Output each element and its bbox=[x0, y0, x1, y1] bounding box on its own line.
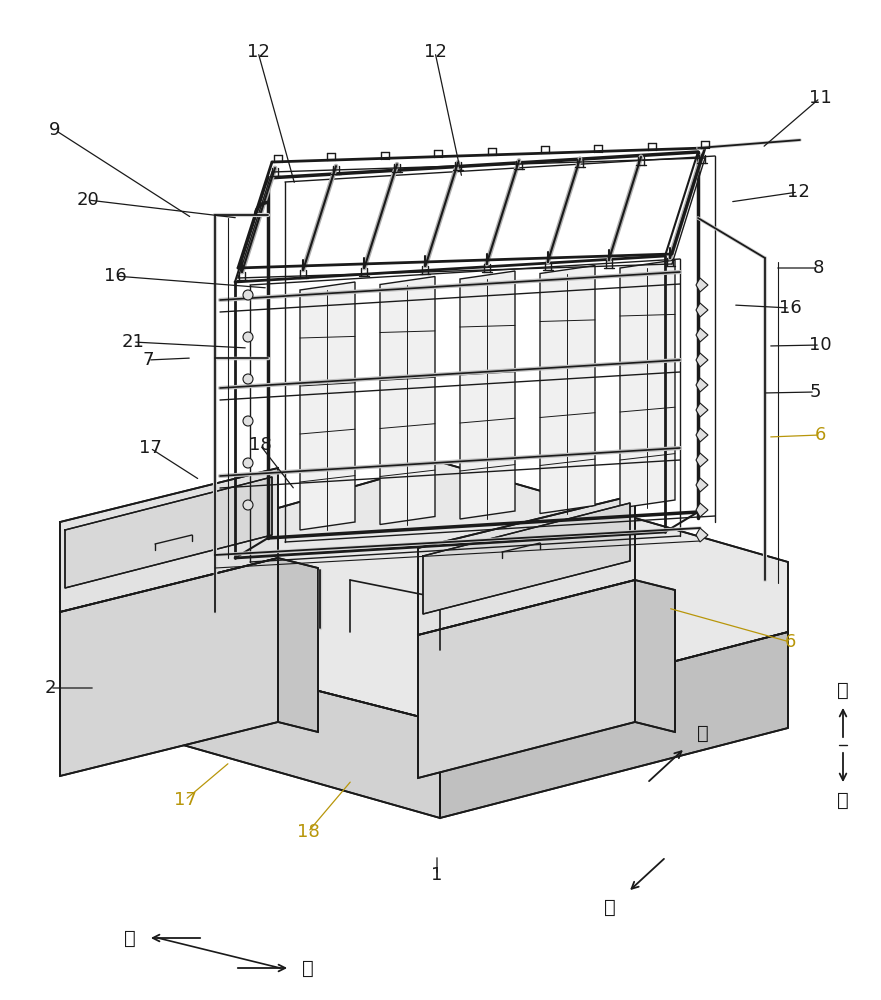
Text: 右: 右 bbox=[302, 958, 314, 978]
Polygon shape bbox=[696, 453, 708, 467]
Text: 12: 12 bbox=[424, 43, 447, 61]
Text: 下: 下 bbox=[837, 790, 849, 810]
Polygon shape bbox=[460, 271, 515, 519]
Polygon shape bbox=[423, 503, 630, 614]
Text: +: + bbox=[151, 664, 185, 706]
Polygon shape bbox=[540, 265, 595, 514]
Text: 上: 上 bbox=[837, 680, 849, 700]
Circle shape bbox=[243, 458, 253, 468]
Polygon shape bbox=[635, 580, 675, 732]
Text: −: − bbox=[502, 667, 537, 709]
Polygon shape bbox=[696, 503, 708, 517]
Text: 前: 前 bbox=[697, 724, 709, 742]
Polygon shape bbox=[696, 353, 708, 367]
Polygon shape bbox=[380, 276, 435, 524]
Text: 21: 21 bbox=[122, 333, 144, 351]
Text: 7: 7 bbox=[142, 351, 154, 369]
Polygon shape bbox=[65, 477, 272, 588]
Polygon shape bbox=[60, 558, 278, 776]
Text: 9: 9 bbox=[49, 121, 61, 139]
Text: 6: 6 bbox=[784, 633, 796, 651]
Polygon shape bbox=[696, 278, 708, 292]
Polygon shape bbox=[620, 260, 675, 508]
Text: 后: 后 bbox=[604, 898, 616, 916]
Text: 10: 10 bbox=[809, 336, 832, 354]
Polygon shape bbox=[300, 282, 355, 530]
Text: 18: 18 bbox=[297, 823, 320, 841]
Circle shape bbox=[243, 500, 253, 510]
Polygon shape bbox=[418, 580, 635, 778]
Text: 5: 5 bbox=[810, 383, 821, 401]
Polygon shape bbox=[696, 403, 708, 417]
Text: 11: 11 bbox=[809, 89, 832, 107]
Text: 17: 17 bbox=[138, 439, 161, 457]
Polygon shape bbox=[696, 303, 708, 317]
Polygon shape bbox=[418, 495, 635, 635]
Polygon shape bbox=[696, 378, 708, 392]
Polygon shape bbox=[696, 328, 708, 342]
Polygon shape bbox=[440, 632, 788, 818]
Circle shape bbox=[243, 290, 253, 300]
Polygon shape bbox=[696, 528, 708, 542]
Text: 20: 20 bbox=[77, 191, 100, 209]
Circle shape bbox=[243, 374, 253, 384]
Circle shape bbox=[243, 416, 253, 426]
Text: 6: 6 bbox=[814, 426, 825, 444]
Polygon shape bbox=[696, 428, 708, 442]
Text: 1: 1 bbox=[432, 866, 442, 884]
Circle shape bbox=[243, 332, 253, 342]
Text: 12: 12 bbox=[247, 43, 270, 61]
Text: 2: 2 bbox=[44, 679, 56, 697]
Text: 16: 16 bbox=[779, 299, 802, 317]
Polygon shape bbox=[88, 462, 788, 722]
Text: 12: 12 bbox=[787, 183, 810, 201]
Polygon shape bbox=[696, 478, 708, 492]
Text: 17: 17 bbox=[174, 791, 196, 809]
Polygon shape bbox=[278, 558, 318, 732]
Text: 18: 18 bbox=[248, 436, 271, 454]
Text: 16: 16 bbox=[104, 267, 126, 285]
Text: 左: 左 bbox=[124, 928, 136, 948]
Text: 8: 8 bbox=[812, 259, 824, 277]
Polygon shape bbox=[60, 468, 278, 612]
Polygon shape bbox=[88, 632, 440, 818]
